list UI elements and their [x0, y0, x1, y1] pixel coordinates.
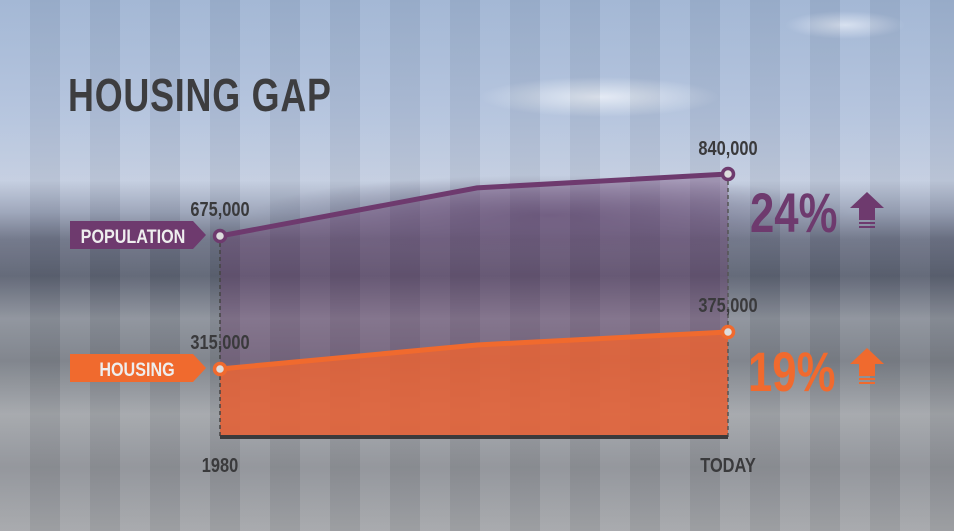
x-tick-1980: 1980 — [202, 453, 238, 476]
population-end-label: 840,000 — [698, 136, 757, 159]
population-point — [212, 228, 228, 244]
chart-title: HOUSING GAP — [68, 69, 332, 121]
housing-up-arrow-icon — [850, 348, 884, 384]
x-tick-today: TODAY — [700, 453, 756, 476]
housing-start-label: 315,000 — [190, 330, 249, 353]
svg-text:HOUSING: HOUSING — [99, 359, 174, 381]
housing-change-percent: 19% — [748, 341, 835, 403]
housing-line — [219, 329, 729, 372]
population-point — [720, 166, 736, 182]
population-legend-tag: POPULATION — [70, 221, 206, 249]
svg-text:POPULATION: POPULATION — [81, 226, 186, 248]
population-line — [219, 171, 729, 239]
housing-point — [212, 361, 228, 377]
population-start-label: 675,000 — [190, 197, 249, 220]
population-up-arrow-icon — [850, 192, 884, 228]
housing-legend-tag: HOUSING — [70, 354, 206, 382]
housing-end-label: 375,000 — [698, 293, 757, 316]
population-change-percent: 24% — [750, 182, 837, 244]
housing-point — [720, 324, 736, 340]
